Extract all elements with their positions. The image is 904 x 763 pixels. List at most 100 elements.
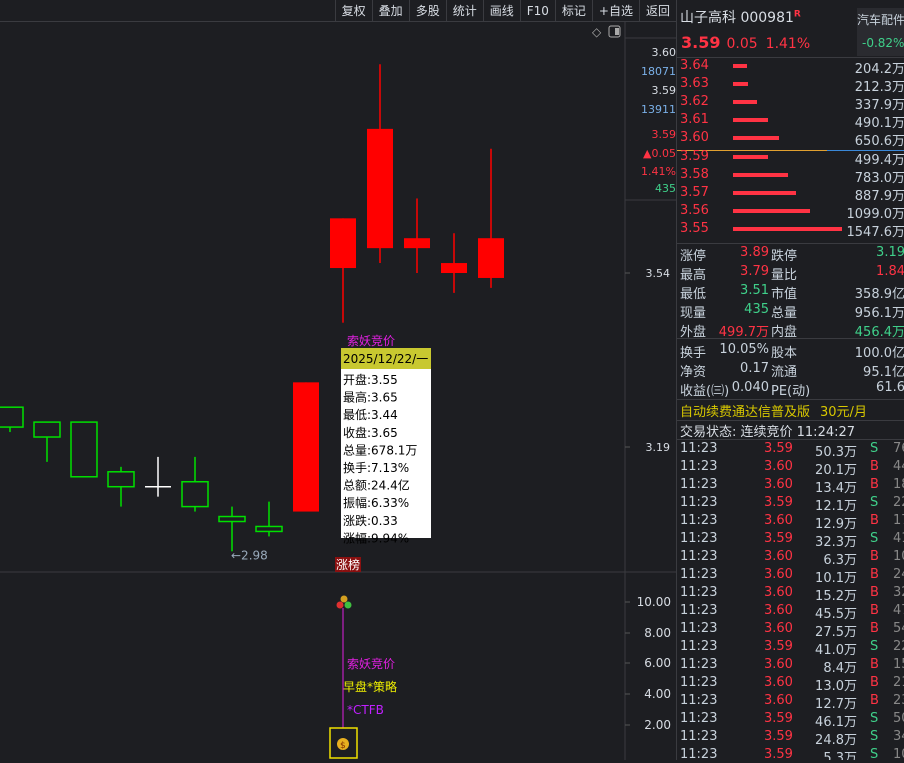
trade-side: B — [870, 621, 879, 636]
tooltip-row: 振幅:6.33% — [343, 495, 409, 510]
lower-y-tick-label: 4.00 — [644, 687, 671, 701]
trade-side: S — [870, 639, 878, 654]
stat-value: 358.9亿 — [855, 283, 904, 302]
stat-label: 股本 — [771, 342, 797, 361]
trade-time: 11:23 — [680, 693, 717, 708]
trade-volume: 46.1万 — [815, 711, 857, 730]
candle — [330, 218, 356, 322]
candle-body — [71, 422, 97, 477]
trade-volume: 50.3万 — [815, 441, 857, 460]
toolbar-button-4[interactable]: 画线 — [483, 0, 520, 21]
trade-price: 3.60 — [764, 657, 793, 672]
axis-info-e: 3.59 — [652, 128, 677, 141]
trade-price: 3.60 — [764, 477, 793, 492]
toolbar-button-3[interactable]: 统计 — [446, 0, 483, 21]
trade-price: 3.59 — [764, 495, 793, 510]
trade-price: 3.60 — [764, 675, 793, 690]
trade-time: 11:23 — [680, 459, 717, 474]
toolbar-button-1[interactable]: 叠加 — [372, 0, 409, 21]
trade-side: B — [870, 513, 879, 528]
trade-count: 15 — [893, 657, 904, 672]
stat-value: 100.0亿 — [855, 342, 904, 361]
trade-count: 76 — [893, 441, 904, 456]
stat-label: PE(动) — [771, 380, 810, 399]
trade-count: 10 — [893, 549, 904, 564]
trade-volume: 13.0万 — [815, 675, 857, 694]
book-price: 3.59 — [680, 149, 709, 164]
trade-count: 54 — [893, 621, 904, 636]
stat-value: 1.84 — [876, 264, 904, 279]
book-volume: 650.6万 — [855, 130, 904, 149]
tooltip-row: 最高:3.65 — [343, 390, 398, 405]
trade-volume: 5.3万 — [823, 747, 857, 760]
axis-info-g: 1.41% — [641, 165, 676, 178]
candle-body — [404, 238, 430, 248]
trade-row: 11:233.608.4万B15 — [677, 657, 904, 675]
toolbar-button-5[interactable]: F10 — [520, 0, 555, 21]
trade-side: B — [870, 657, 879, 672]
trade-side: B — [870, 585, 879, 600]
trade-count: 50 — [893, 711, 904, 726]
toolbar-button-8[interactable]: 返回 — [639, 0, 676, 21]
trade-count: 22 — [893, 639, 904, 654]
stat-label: 现量 — [680, 302, 706, 321]
stock-name: 山子高科 000981R — [680, 7, 801, 27]
stat-value: 956.1万 — [855, 302, 904, 321]
toolbar-button-2[interactable]: 多股 — [409, 0, 446, 21]
candle — [34, 422, 60, 462]
candle — [182, 457, 208, 512]
trade-volume: 32.3万 — [815, 531, 857, 550]
tooltip-title: 索妖竞价 — [347, 334, 395, 348]
sector-pct: -0.82% — [857, 36, 904, 50]
candle — [478, 149, 504, 288]
lower-y-tick-label: 6.00 — [644, 656, 671, 670]
money-bag-icon-glyph: $ — [340, 741, 346, 751]
trade-time: 11:23 — [680, 675, 717, 690]
book-price: 3.61 — [680, 112, 709, 127]
tooltip-row: 总额:24.4亿 — [343, 478, 410, 493]
book-price: 3.57 — [680, 185, 709, 200]
book-volume-bar — [733, 136, 779, 140]
tooltip-row: 涨跌:0.33 — [343, 513, 398, 528]
signal-ball-icon — [341, 596, 348, 603]
stat-value: 95.1亿 — [863, 361, 904, 380]
stat-value: 0.17 — [740, 361, 769, 376]
candle-body — [0, 407, 23, 427]
trade-side: B — [870, 477, 879, 492]
axis-info-c: 3.59 — [652, 84, 677, 97]
toolbar-button-7[interactable]: +自选 — [592, 0, 639, 21]
candle — [71, 422, 97, 477]
stat-label: 最低 — [680, 283, 706, 302]
stat-label: 净资 — [680, 361, 706, 380]
trade-count: 22 — [893, 495, 904, 510]
book-volume: 204.2万 — [855, 58, 904, 77]
toolbar-button-0[interactable]: 复权 — [335, 0, 372, 21]
trade-time: 11:23 — [680, 621, 717, 636]
trade-side: S — [870, 729, 878, 744]
toolbar-button-6[interactable]: 标记 — [555, 0, 592, 21]
trade-time: 11:23 — [680, 531, 717, 546]
candle-body — [219, 517, 245, 522]
stat-value: 435 — [744, 302, 769, 317]
trade-volume: 12.1万 — [815, 495, 857, 514]
kline-svg[interactable]: ◇←2.983.543.193.60180713.59139113.59▲0.0… — [0, 22, 676, 760]
candle — [0, 407, 23, 432]
book-volume-bar — [733, 82, 748, 86]
trade-volume: 41.0万 — [815, 639, 857, 658]
sector-box[interactable]: 汽车配件-0.82% — [857, 8, 904, 56]
trade-volume: 13.4万 — [815, 477, 857, 496]
candle-body — [108, 472, 134, 487]
tooltip-row: 收盘:3.65 — [343, 425, 398, 440]
book-volume: 337.9万 — [855, 94, 904, 113]
signal-label: 早盘*策略 — [343, 679, 397, 694]
